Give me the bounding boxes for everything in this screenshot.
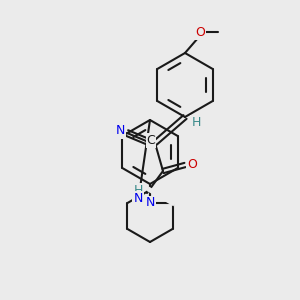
Text: N: N bbox=[145, 196, 155, 209]
Text: N: N bbox=[115, 124, 125, 137]
Text: H: H bbox=[191, 116, 201, 128]
Text: C: C bbox=[147, 134, 155, 146]
Text: N: N bbox=[133, 191, 143, 205]
Text: H: H bbox=[133, 184, 143, 196]
Text: O: O bbox=[195, 26, 205, 38]
Text: O: O bbox=[187, 158, 197, 170]
